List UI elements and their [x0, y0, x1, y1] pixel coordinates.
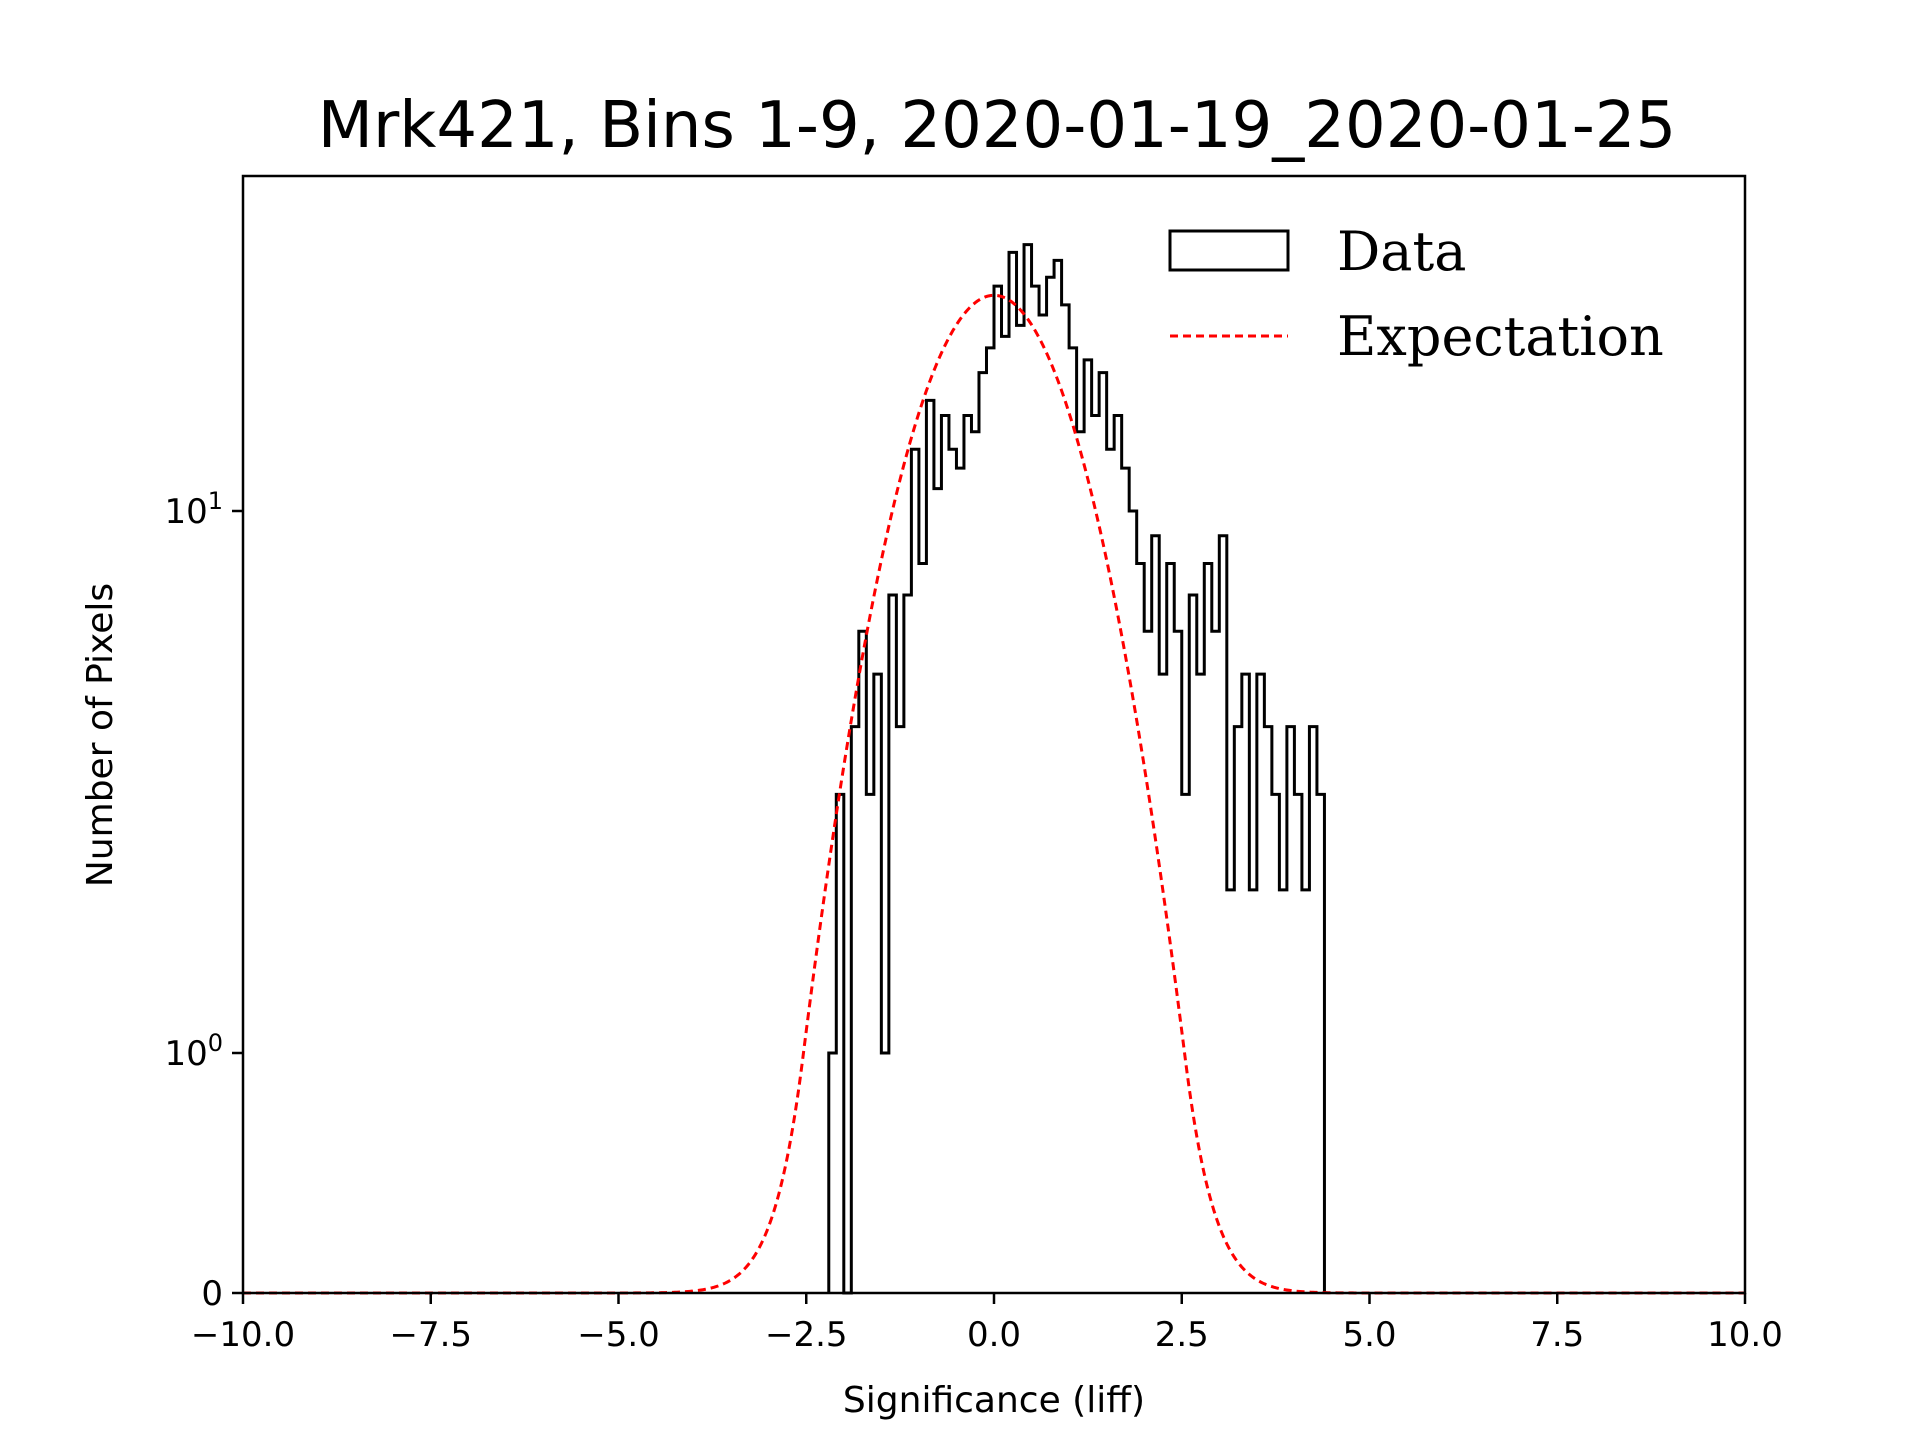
legend: Data Expectation: [1168, 220, 1664, 368]
x-tick-label: 2.5: [1155, 1315, 1209, 1355]
legend-label-expectation: Expectation: [1337, 305, 1664, 368]
y-tick-label: 0: [201, 1274, 223, 1314]
x-axis-label: Significance (liff): [843, 1380, 1145, 1421]
x-tick-label: 7.5: [1530, 1315, 1584, 1355]
x-tick-label: −10.0: [191, 1315, 295, 1355]
x-tick-label: −2.5: [765, 1315, 848, 1355]
x-tick-label: 0.0: [967, 1315, 1021, 1355]
x-tick-label: −7.5: [389, 1315, 472, 1355]
chart-title: Mrk421, Bins 1-9, 2020-01-19_2020-01-25: [318, 89, 1676, 163]
x-tick-label: 10.0: [1707, 1315, 1783, 1355]
x-axis-ticks: −10.0 −7.5 −5.0 −2.5 0.0 2.5 5.0 7.5 10.0: [191, 1293, 1783, 1355]
x-tick-label: 5.0: [1342, 1315, 1396, 1355]
data-histogram-step: [827, 243, 1326, 1295]
legend-label-data: Data: [1337, 220, 1466, 283]
y-axis-label: Number of Pixels: [80, 583, 121, 887]
x-tick-label: −5.0: [577, 1315, 660, 1355]
legend-data-swatch: [1168, 229, 1290, 272]
